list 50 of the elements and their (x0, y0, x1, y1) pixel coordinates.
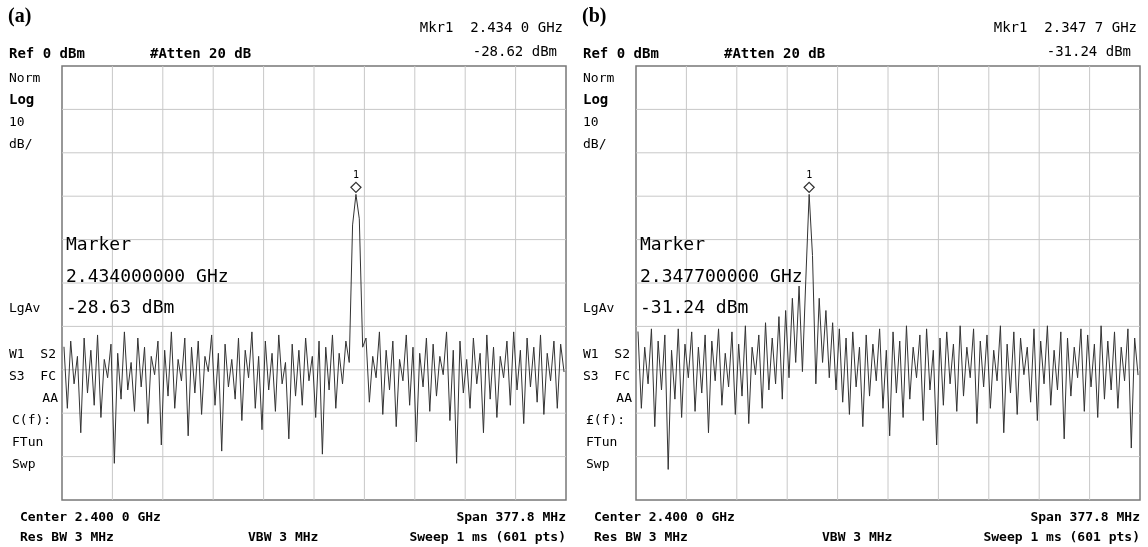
annotation: 2.347700000 GHz (640, 265, 803, 286)
text: VBW 3 MHz (248, 529, 319, 544)
text: Log (9, 91, 35, 107)
text: 10 (583, 114, 599, 129)
text: -28.62 dBm (472, 43, 557, 59)
text: Ref 0 dBm (583, 45, 659, 61)
text: 1 (806, 169, 813, 181)
annotation: Marker (66, 233, 132, 254)
text: Center 2.400 0 GHz (20, 509, 161, 524)
text: Mkr1 2.347 7 GHz (993, 19, 1137, 35)
text: Res BW 3 MHz (20, 529, 114, 544)
text: S3 FC (583, 368, 630, 383)
text: Norm (9, 70, 41, 85)
chart-title: (a) (8, 4, 32, 27)
text: Center 2.400 0 GHz (594, 509, 735, 524)
text: FTun (586, 434, 618, 449)
text: AA (42, 390, 59, 405)
annotation: 2.434000000 GHz (66, 265, 229, 286)
text: Span 377.8 MHz (1030, 509, 1140, 524)
text: dB/ (583, 136, 607, 151)
text: 1 (352, 169, 359, 181)
text: W1 S2 (583, 346, 630, 361)
text: Res BW 3 MHz (594, 529, 688, 544)
text: Sweep 1 ms (601 pts) (983, 529, 1140, 544)
text: LgAv (583, 300, 615, 315)
text: LgAv (9, 300, 41, 315)
text: #Atten 20 dB (724, 45, 826, 61)
text: Log (583, 91, 609, 107)
text: W1 S2 (9, 346, 56, 361)
text: C(f): (12, 412, 52, 427)
text: #Atten 20 dB (150, 45, 252, 61)
chart-title: (b) (582, 4, 607, 27)
annotation: -28.63 dBm (66, 296, 175, 317)
text: Span 377.8 MHz (456, 509, 566, 524)
text: AA (616, 390, 633, 405)
annotation: -31.24 dBm (640, 296, 749, 317)
text: Norm (583, 70, 615, 85)
text: £(f): (586, 412, 626, 427)
annotation: Marker (640, 233, 706, 254)
text: 10 (9, 114, 25, 129)
text: dB/ (9, 136, 33, 151)
text: FTun (12, 434, 44, 449)
text: S3 FC (9, 368, 56, 383)
text: Ref 0 dBm (9, 45, 85, 61)
text: Swp (586, 456, 610, 471)
text: Mkr1 2.434 0 GHz (419, 19, 563, 35)
text: -31.24 dBm (1046, 43, 1131, 59)
text: VBW 3 MHz (822, 529, 893, 544)
text: Sweep 1 ms (601 pts) (409, 529, 566, 544)
text: Swp (12, 456, 36, 471)
